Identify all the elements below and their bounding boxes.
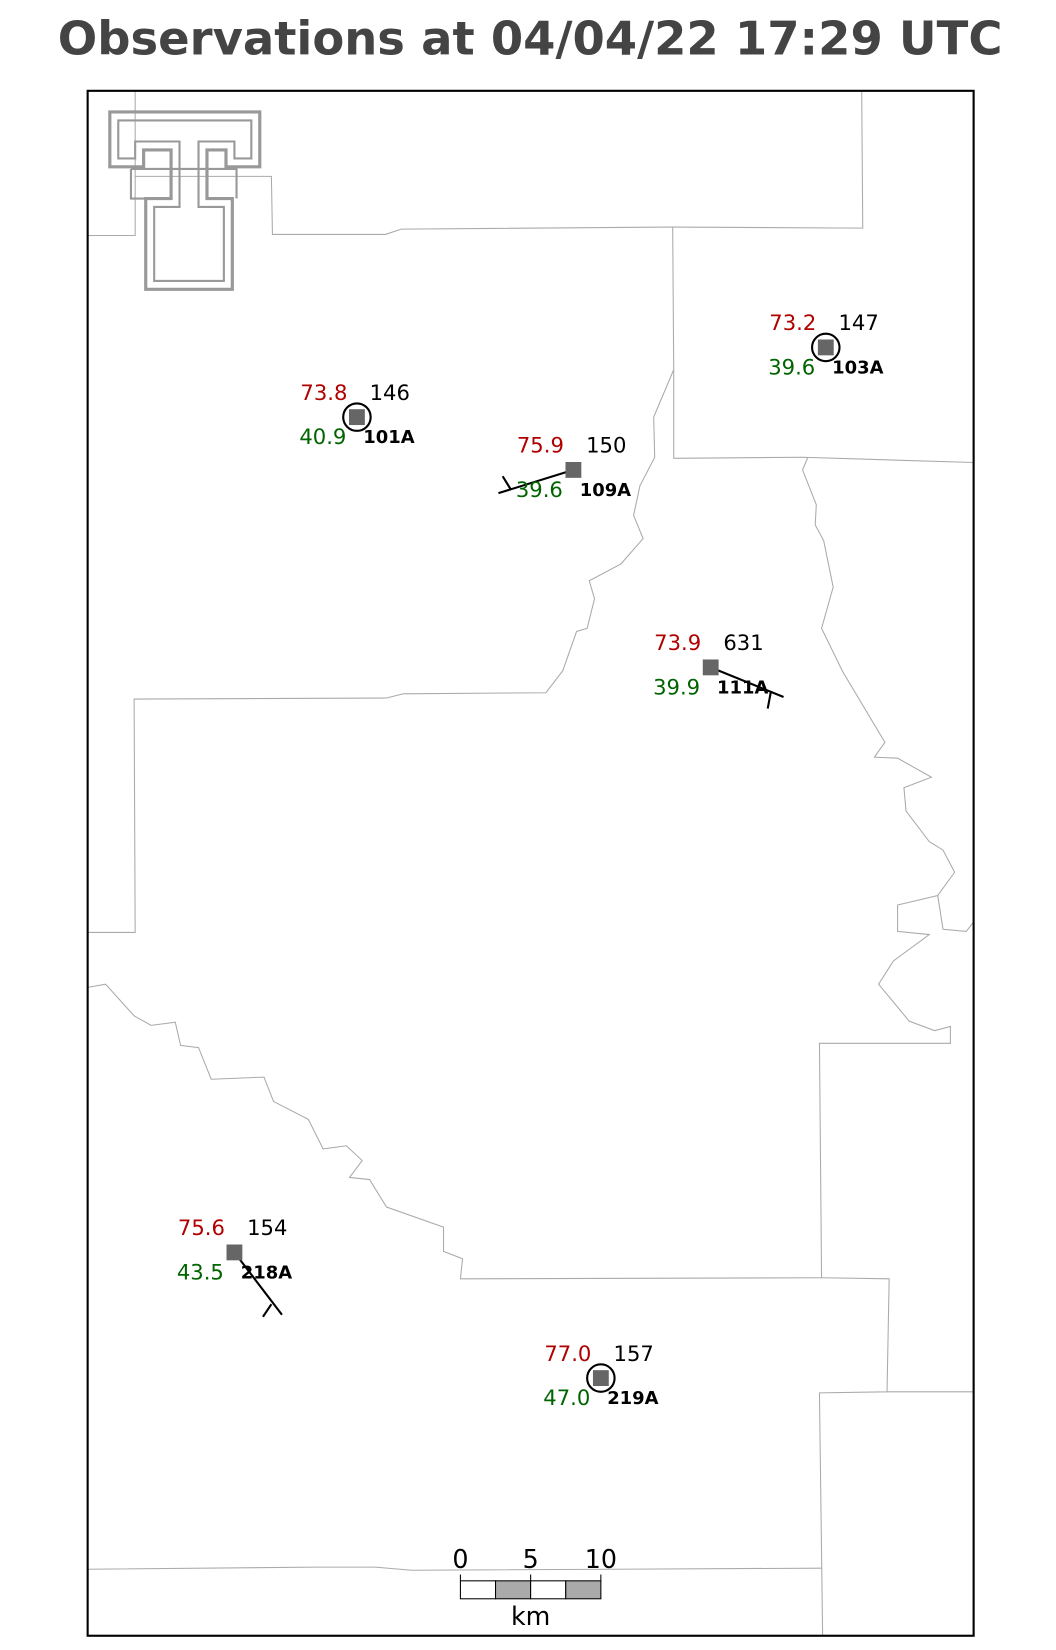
dewpoint: 39.9 bbox=[653, 675, 700, 700]
scale-segment bbox=[459, 1580, 497, 1600]
pressure: 631 bbox=[723, 630, 763, 655]
calm-circle bbox=[586, 1363, 616, 1393]
scale-segment bbox=[530, 1580, 567, 1600]
temperature: 75.9 bbox=[517, 433, 564, 458]
scale-segment bbox=[565, 1580, 602, 1600]
pressure: 150 bbox=[586, 433, 626, 458]
station-marker bbox=[592, 1370, 609, 1386]
station-marker bbox=[226, 1244, 243, 1261]
station: 77.0 157 47.0 219A bbox=[543, 1341, 658, 1410]
scale-label: 10 bbox=[585, 1544, 617, 1574]
station-id: 218A bbox=[241, 1263, 292, 1284]
dewpoint: 39.6 bbox=[768, 355, 815, 380]
temperature: 73.8 bbox=[300, 380, 347, 405]
dewpoint: 40.9 bbox=[299, 424, 346, 449]
scale-unit: km bbox=[511, 1601, 550, 1631]
dewpoint: 39.6 bbox=[516, 477, 563, 502]
temperature: 77.0 bbox=[544, 1341, 591, 1366]
calm-circle bbox=[342, 402, 372, 432]
station-id: 219A bbox=[607, 1388, 658, 1409]
dewpoint: 47.0 bbox=[543, 1385, 590, 1410]
temperature: 73.2 bbox=[769, 310, 816, 335]
station-id: 111A bbox=[717, 678, 768, 699]
station: 73.2 147 39.6 103A bbox=[768, 310, 883, 379]
pressure: 154 bbox=[247, 1215, 287, 1240]
station-id: 101A bbox=[363, 427, 414, 448]
scale-bar: 0 5 10 km bbox=[452, 1544, 617, 1631]
station-marker bbox=[702, 659, 719, 676]
scale-label: 0 bbox=[452, 1544, 468, 1574]
wind-barbs bbox=[233, 468, 784, 1318]
map-content: Observations at 04/04/22 17:29 UTC 73.8 1… bbox=[58, 12, 1003, 1637]
station-id: 103A bbox=[832, 358, 883, 379]
pressure: 157 bbox=[614, 1341, 654, 1366]
temperature: 73.9 bbox=[654, 630, 701, 655]
station-marker bbox=[817, 339, 834, 356]
station-marker bbox=[565, 462, 582, 478]
station: 73.8 146 40.9 101A bbox=[299, 380, 414, 449]
stations: 73.8 146 40.9 101A 73.2 147 39.6 103A 75.9 150 39.… bbox=[177, 310, 884, 1410]
station: 73.9 631 39.9 111A bbox=[653, 630, 768, 699]
map-frame bbox=[86, 89, 975, 1637]
station: 75.6 154 43.5 218A bbox=[177, 1215, 292, 1284]
temperature: 75.6 bbox=[178, 1215, 225, 1240]
calm-circle bbox=[811, 332, 841, 363]
logo bbox=[108, 110, 262, 291]
station-id: 109A bbox=[580, 480, 631, 501]
pressure: 147 bbox=[838, 310, 878, 335]
title: Observations at 04/04/22 17:29 UTC bbox=[58, 12, 1003, 66]
pressure: 146 bbox=[370, 380, 410, 405]
scale-label: 5 bbox=[523, 1544, 539, 1574]
dewpoint: 43.5 bbox=[177, 1260, 224, 1285]
station-marker bbox=[349, 409, 365, 426]
station: 75.9 150 39.6 109A bbox=[516, 433, 631, 502]
scale-segment bbox=[494, 1580, 532, 1600]
county-lines bbox=[87, 90, 975, 1636]
